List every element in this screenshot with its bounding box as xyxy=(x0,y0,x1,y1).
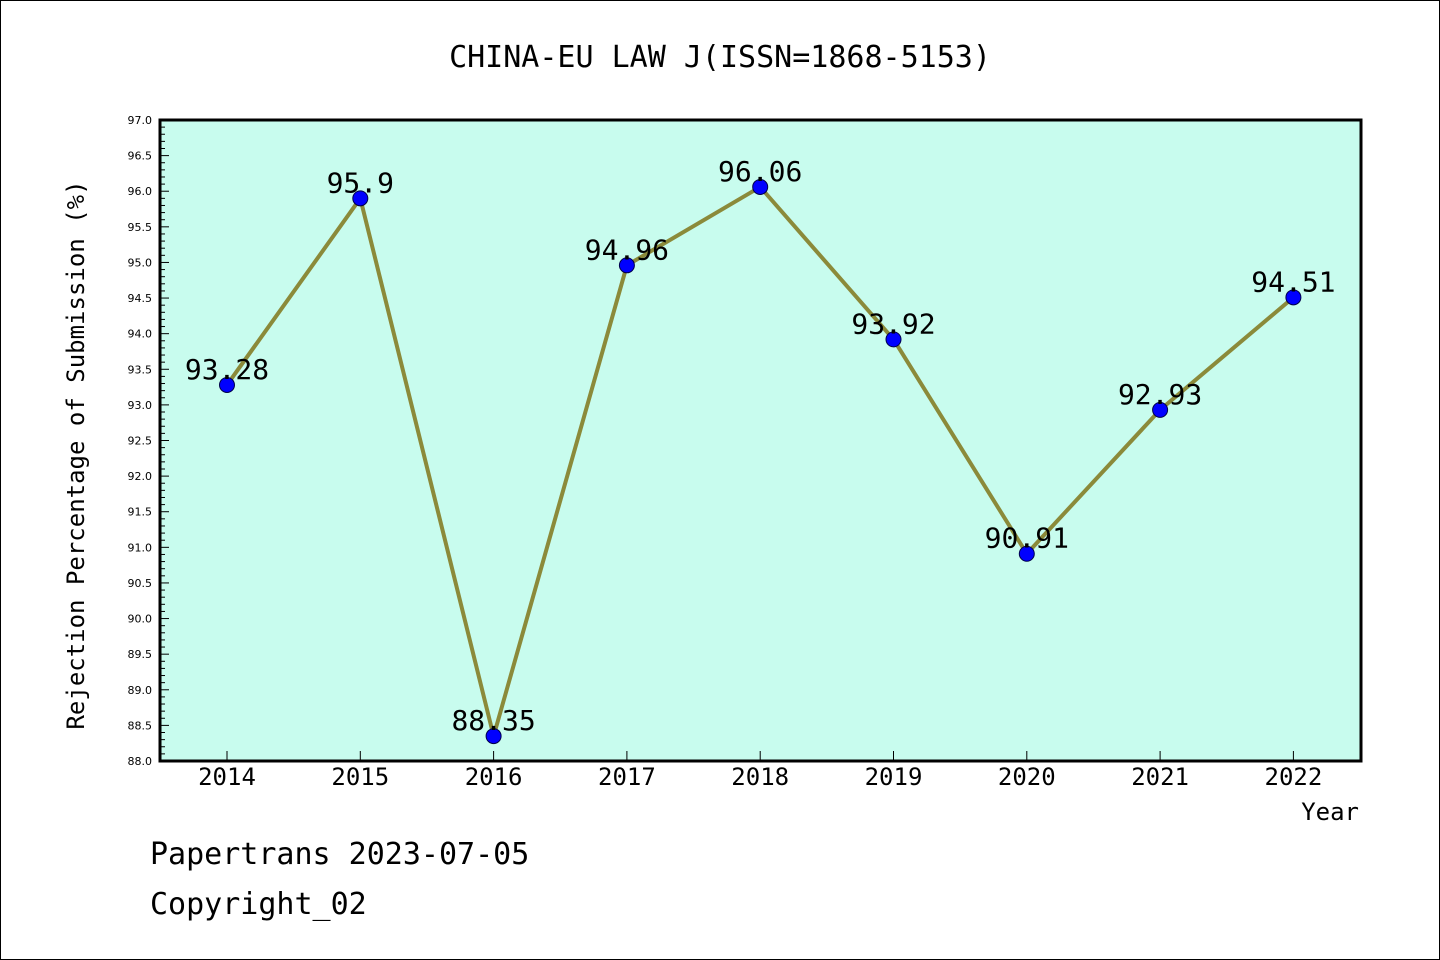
y-tick-label: 94.5 xyxy=(128,292,153,305)
x-tick-label: 2016 xyxy=(465,763,523,791)
x-tick-label: 2022 xyxy=(1265,763,1323,791)
series-line xyxy=(219,178,1302,745)
y-tick-label: 96.0 xyxy=(128,185,153,198)
data-label: 94.96 xyxy=(585,233,669,266)
data-label: 93.92 xyxy=(851,307,935,340)
data-point xyxy=(1285,289,1302,306)
footer-date: Papertrans 2023-07-05 xyxy=(150,837,529,872)
x-tick-label: 2020 xyxy=(998,763,1056,791)
data-point xyxy=(219,376,235,393)
y-tick-label: 88.5 xyxy=(128,719,153,732)
plot-frame xyxy=(158,118,1363,763)
data-point xyxy=(885,331,902,348)
y-tick-label: 95.5 xyxy=(128,221,153,234)
y-tick-label: 89.5 xyxy=(128,648,153,661)
y-tick-label: 97.0 xyxy=(128,114,153,127)
chart-title: CHINA-EU LAW J(ISSN=1868-5153) xyxy=(449,40,991,75)
data-labels: 93.28 95.9 88.35 94.96 96.06 93.92 90.91 92.93 9… xyxy=(185,155,1336,737)
data-label: 90.91 xyxy=(985,522,1069,555)
y-axis-label: Rejection Percentage of Submission (%) xyxy=(62,180,90,729)
y-tick-label: 92.5 xyxy=(128,435,153,448)
data-label: 96.06 xyxy=(718,155,802,188)
data-label: 92.93 xyxy=(1118,378,1202,411)
y-tick-label: 90.5 xyxy=(128,577,153,590)
y-tick-label: 94.0 xyxy=(128,328,153,341)
data-point xyxy=(352,190,369,207)
y-tick-label: 92.0 xyxy=(128,470,153,483)
x-tick-label: 2021 xyxy=(1131,763,1189,791)
footer-copyright: Copyright_02 xyxy=(150,887,367,922)
data-point xyxy=(485,728,502,745)
x-axis-ticks: 2014 2015 2016 2017 2018 2019 2020 2021 2022 xyxy=(198,751,1322,791)
data-label: 93.28 xyxy=(185,353,269,386)
data-label: 94.51 xyxy=(1251,265,1335,298)
y-tick-label: 90.0 xyxy=(128,613,153,626)
y-tick-label: 88.0 xyxy=(128,755,153,768)
data-label: 88.35 xyxy=(451,704,535,737)
y-tick-label: 89.0 xyxy=(128,684,153,697)
data-point xyxy=(752,178,769,195)
data-point xyxy=(618,257,635,274)
y-axis-ticks: 88.0 88.5 89.0 89.5 90.0 90.5 91.0 91.5 92.0 92.5… xyxy=(128,114,169,768)
y-tick-label: 95.0 xyxy=(128,256,153,269)
x-tick-label: 2017 xyxy=(598,763,656,791)
x-tick-label: 2019 xyxy=(865,763,923,791)
y-tick-label: 93.0 xyxy=(128,399,153,412)
y-tick-label: 91.5 xyxy=(128,506,153,519)
data-point xyxy=(1152,401,1169,418)
y-tick-label: 96.5 xyxy=(128,150,153,163)
y-tick-label: 93.5 xyxy=(128,363,153,376)
x-tick-label: 2015 xyxy=(331,763,389,791)
plot-area xyxy=(160,120,1361,761)
data-point xyxy=(1018,545,1035,562)
x-tick-label: 2018 xyxy=(731,763,789,791)
x-tick-label: 2014 xyxy=(198,763,256,791)
x-axis-label: Year xyxy=(1301,798,1359,826)
y-tick-label: 91.0 xyxy=(128,541,153,554)
data-label: 95.9 xyxy=(327,166,394,199)
